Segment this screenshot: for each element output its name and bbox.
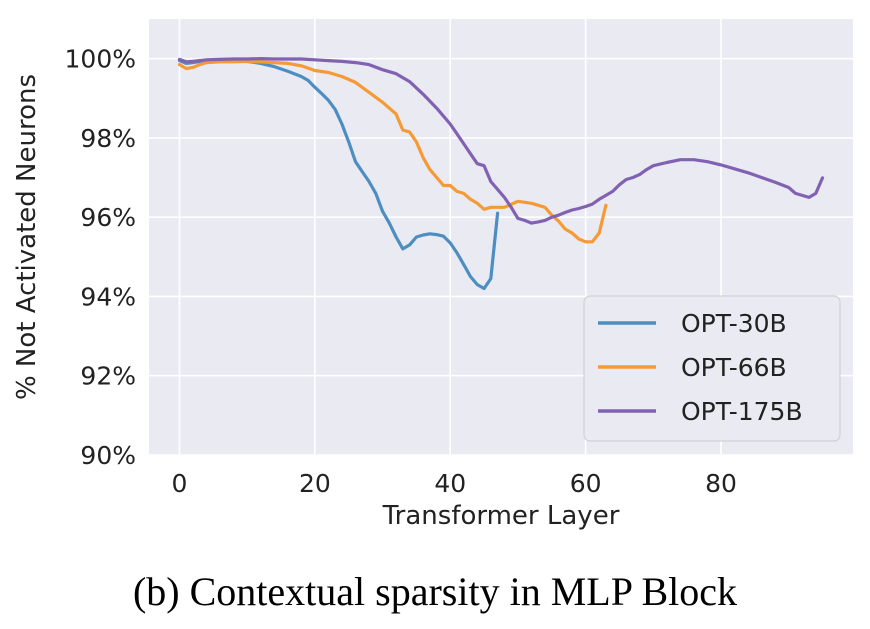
y-tick-label: 100% [65,45,136,74]
series-lines [177,57,825,291]
legend-label-opt-175b: OPT-175B [681,397,803,426]
y-tick-label: 92% [80,362,136,391]
legend-box [583,295,841,442]
y-tick-label: 98% [80,124,136,153]
y-axis-label: % Not Activated Neurons [12,74,42,400]
x-tick-label: 20 [299,469,331,498]
x-tick-label: 40 [434,469,466,498]
x-tick-label: 0 [172,469,188,498]
figure-caption: (b) Contextual sparsity in MLP Block [132,569,738,614]
line-chart: 0 20 40 60 80 90% 92% 94% 96% 98% 100% Transforme… [12,19,853,531]
legend: OPT-30B OPT-66B OPT-175B [583,295,841,442]
legend-label-opt-30b: OPT-30B [681,309,787,338]
x-tick-label: 80 [705,469,737,498]
x-tick-label: 60 [570,469,602,498]
y-tick-label: 90% [80,441,136,470]
series-line-opt-175b [177,57,825,225]
y-tick-label: 96% [80,203,136,232]
y-axis-ticks: 90% 92% 94% 96% 98% 100% [65,45,136,470]
x-axis-ticks: 0 20 40 60 80 [172,469,737,498]
legend-label-opt-66b: OPT-66B [681,353,787,382]
x-axis-label: Transformer Layer [382,501,620,531]
y-tick-label: 94% [80,282,136,311]
